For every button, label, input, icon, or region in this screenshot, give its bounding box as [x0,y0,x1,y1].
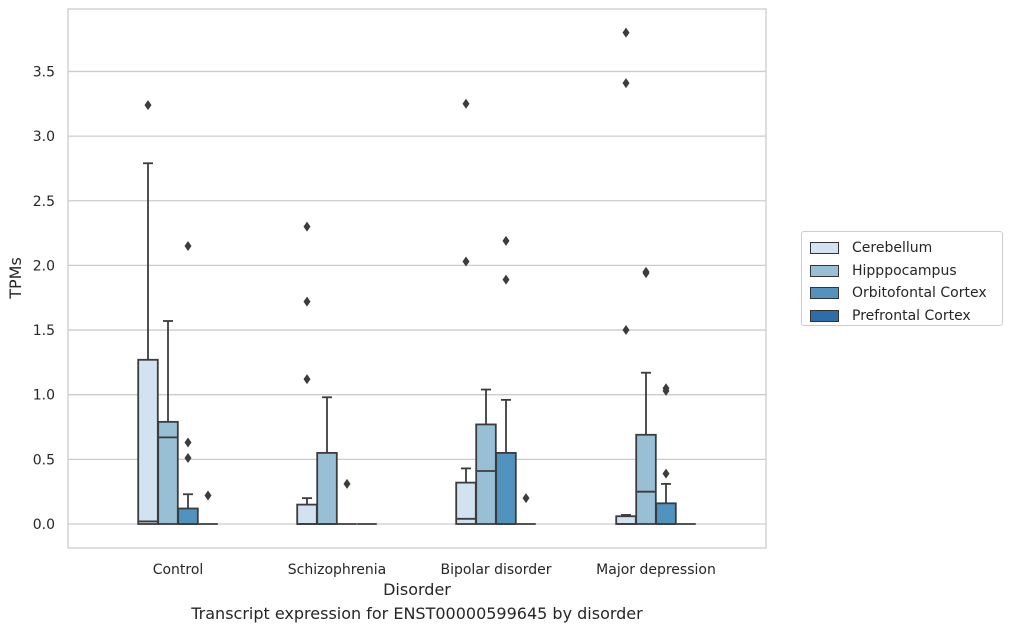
outlier-point [303,296,311,307]
legend-label: Cerebellum [852,240,933,257]
plot-frame [67,8,767,549]
legend-label: Orbitofontal Cortex [852,285,987,302]
legend-swatch [810,287,839,300]
legend-swatch [810,264,839,277]
legend-item-prefrontal-cortex: Prefrontal Cortex [810,305,994,328]
outlier-point [343,478,351,489]
y-tick-label: 3.5 [33,64,55,80]
outlier-point [622,78,630,89]
box-group [475,388,497,525]
outlier-point [502,274,510,285]
y-tick-label: 1.0 [33,388,55,404]
outlier-point [303,374,311,385]
y-tick-label: 0.0 [33,517,55,533]
legend: Cerebellum Hipppocampus Orbitofontal Cor… [801,231,1003,326]
y-tick-label: 3.0 [33,129,55,145]
outlier-point [204,490,212,501]
outlier-point [184,437,192,448]
outlier-point [144,100,152,111]
box-group [198,490,218,525]
legend-item-orbitofrontal-cortex: Orbitofontal Cortex [810,282,994,305]
y-tick-labels: 0.0 0.5 1.0 1.5 2.0 2.5 3.0 3.5 [33,64,55,533]
x-tick-labels: Control Schizophrenia Bipolar disorder Majo… [153,562,716,578]
outlier-point [662,383,670,394]
outlier-point [303,221,311,232]
box-group [655,383,677,525]
box-group [177,241,199,525]
box [635,433,657,525]
outlier-point [622,325,630,336]
outlier-point [184,241,192,252]
legend-swatch [810,242,839,255]
x-tick-label: Schizophrenia [288,562,386,578]
box [495,451,517,525]
box [296,503,318,525]
box-group [516,493,536,525]
x-tick-label: Major depression [596,562,716,578]
x-tick-label: Control [153,562,204,578]
box [157,420,179,525]
outlier-point [622,27,630,38]
box [177,507,199,525]
box-group [635,266,657,525]
box-group [316,396,338,525]
legend-item-cerebellum: Cerebellum [810,237,994,260]
y-axis-label: TPMs [6,257,25,300]
box-group [615,27,637,525]
box [137,358,159,525]
outlier-point [502,235,510,246]
box-group [157,320,179,525]
boxes [137,27,696,525]
legend-label: Prefrontal Cortex [852,307,971,324]
outlier-point [662,468,670,479]
box-group [495,235,517,525]
y-tick-label: 2.0 [33,258,55,274]
outlier-point [642,266,650,277]
box [475,423,497,525]
x-axis-label: Disorder [383,580,451,599]
box-group [455,98,477,525]
gridlines [68,70,766,525]
legend-label: Hipppocampus [852,262,957,279]
box-group [137,100,159,525]
y-tick-label: 2.5 [33,194,55,210]
y-tick-label: 1.5 [33,323,55,339]
outlier-point [462,98,470,109]
legend-item-hippocampus: Hipppocampus [810,260,994,283]
box-group [296,221,318,525]
x-tick-label: Bipolar disorder [440,562,551,578]
box [455,481,477,525]
y-tick-label: 0.5 [33,452,55,468]
box-group [337,478,357,525]
outlier-point [462,256,470,267]
figure-caption: Transcript expression for ENST0000059964… [191,604,643,623]
box [316,451,338,525]
box [655,502,677,525]
outlier-point [522,493,530,504]
legend-swatch [810,309,839,322]
box [615,515,637,525]
outlier-point [184,453,192,464]
